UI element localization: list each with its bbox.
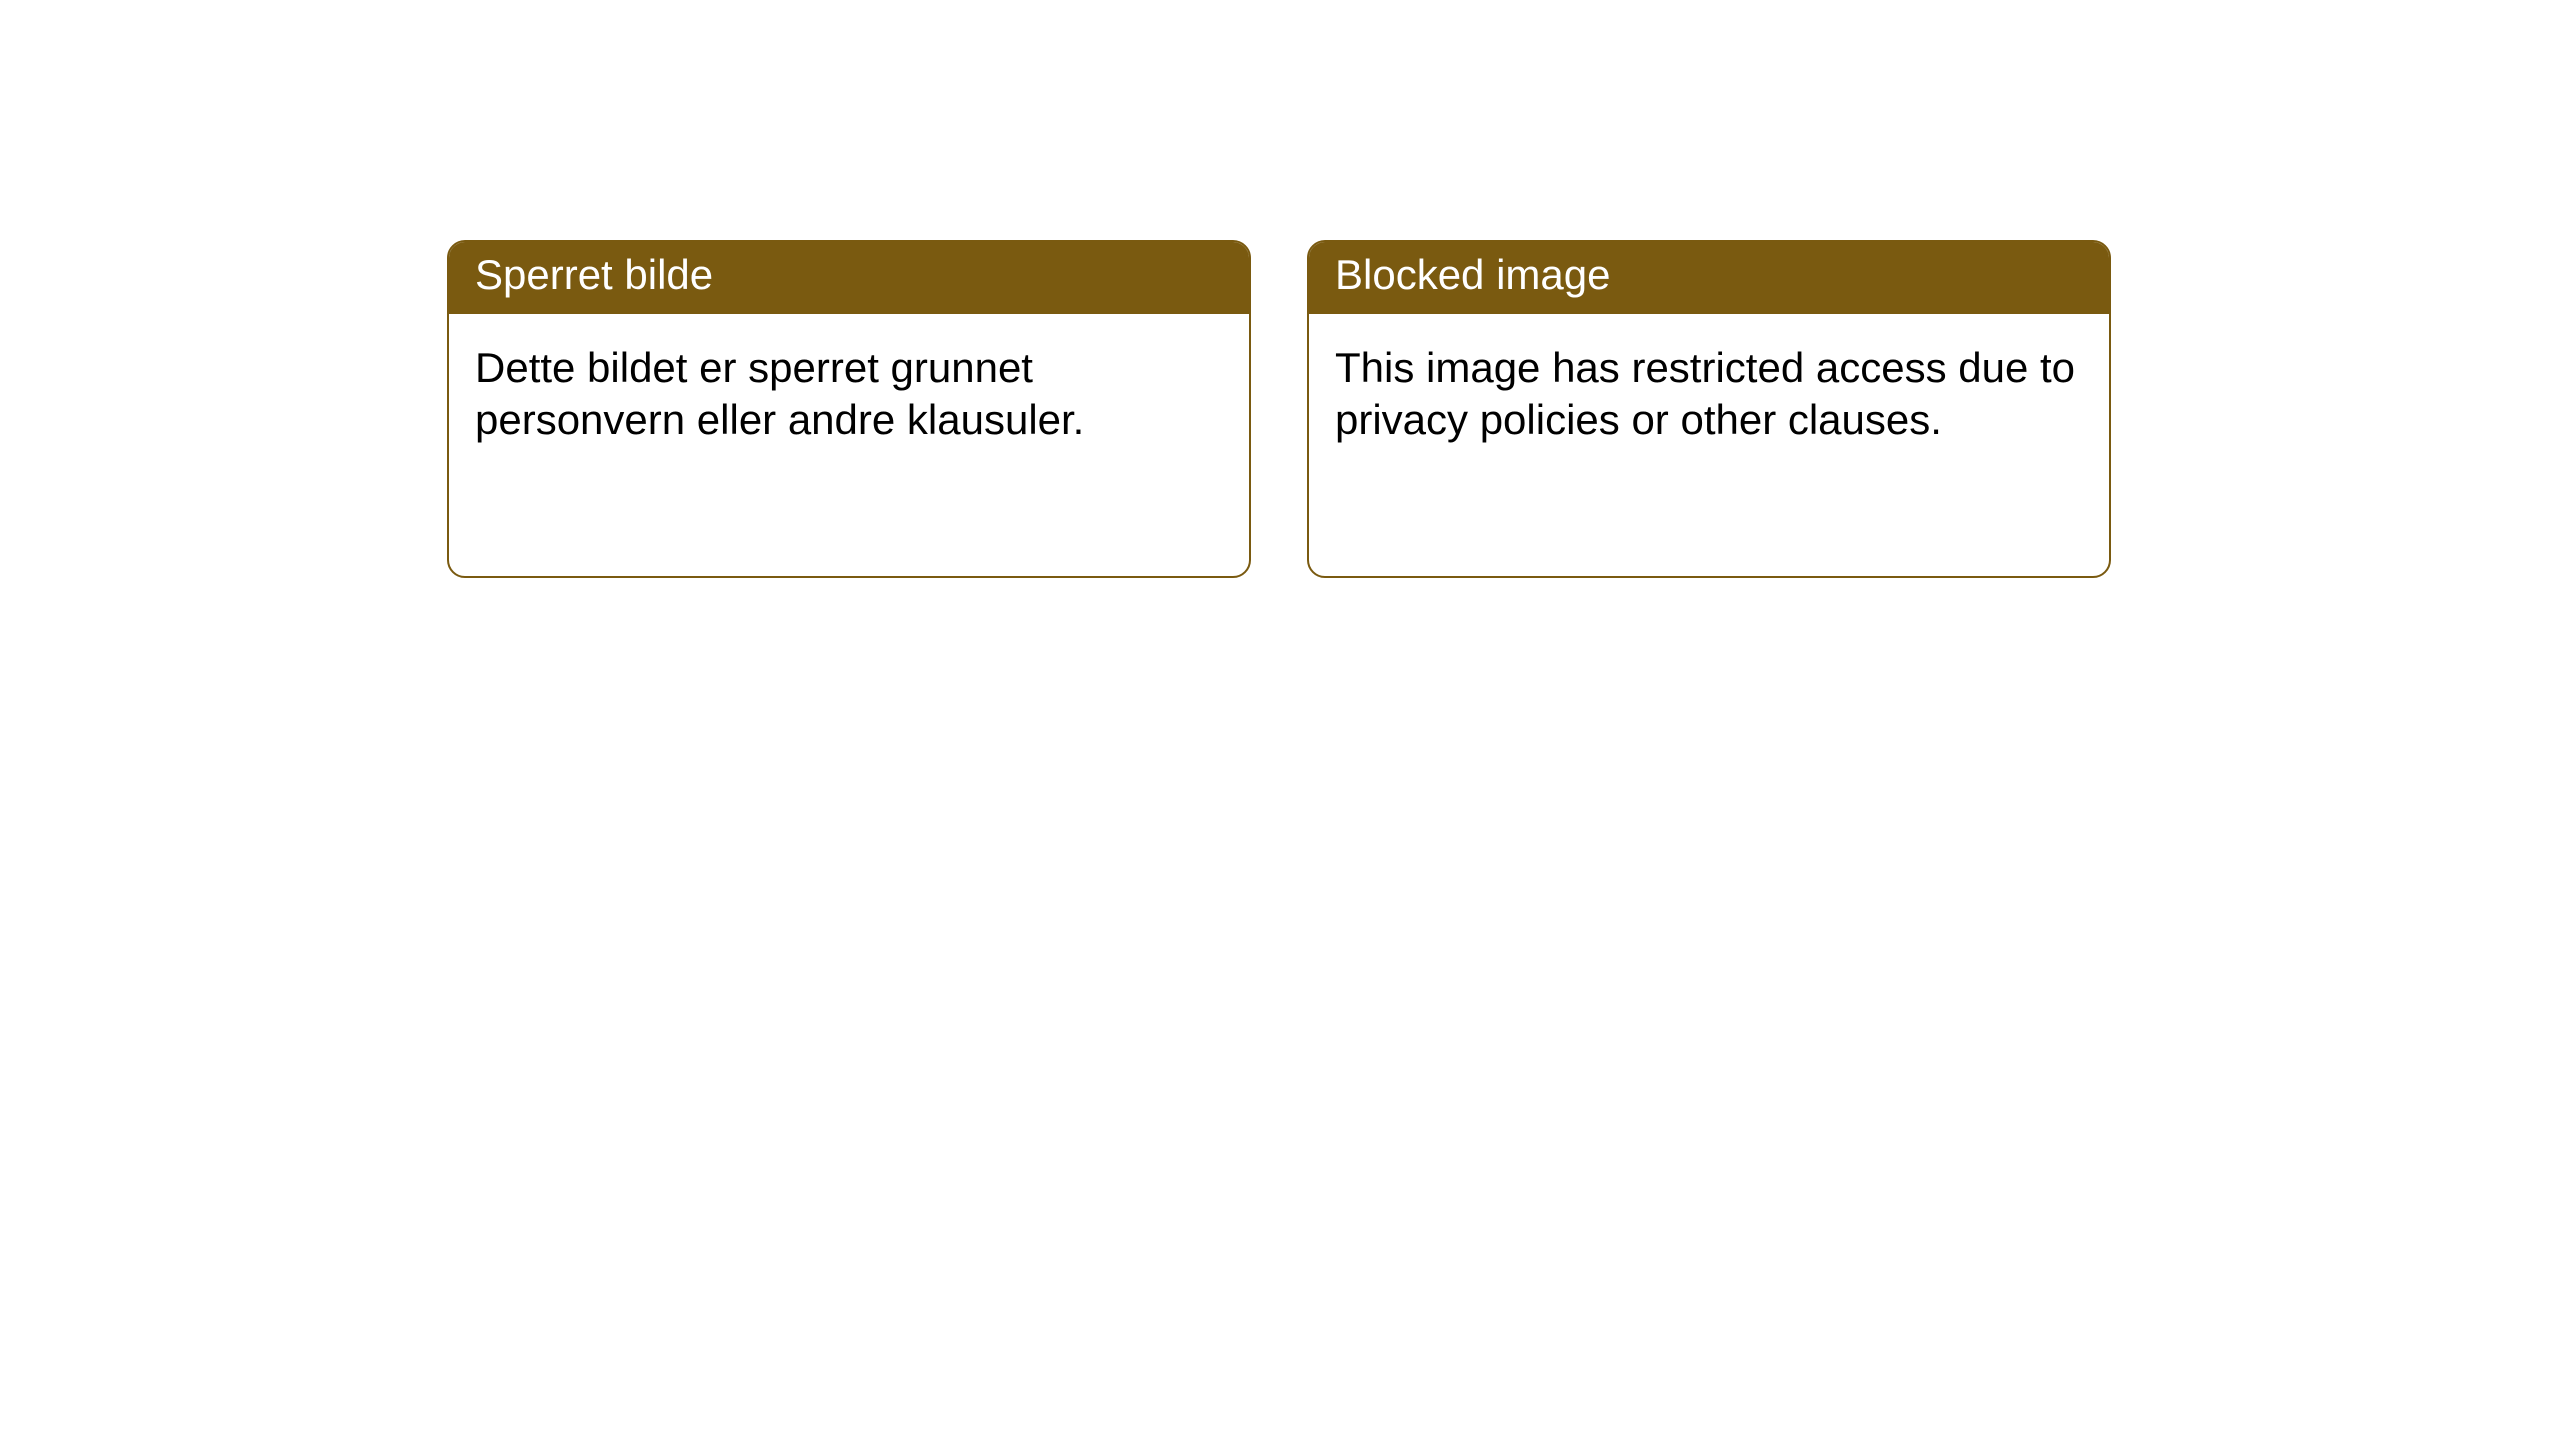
- notice-header: Blocked image: [1309, 242, 2109, 314]
- notice-container: Sperret bilde Dette bildet er sperret gr…: [447, 240, 2111, 578]
- notice-body: This image has restricted access due to …: [1309, 314, 2109, 474]
- notice-card-norwegian: Sperret bilde Dette bildet er sperret gr…: [447, 240, 1251, 578]
- notice-body: Dette bildet er sperret grunnet personve…: [449, 314, 1249, 474]
- notice-header: Sperret bilde: [449, 242, 1249, 314]
- notice-card-english: Blocked image This image has restricted …: [1307, 240, 2111, 578]
